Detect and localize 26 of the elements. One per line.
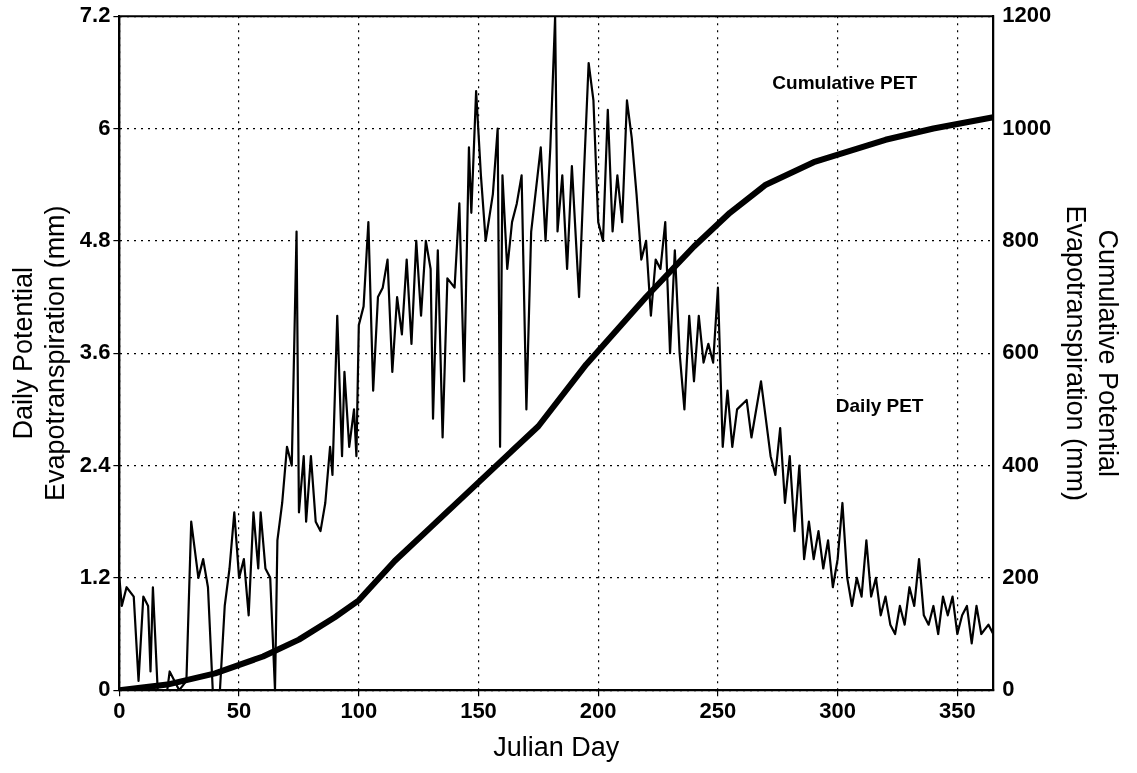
y2-tick-label: 600 <box>1002 339 1039 365</box>
y-tick-label: 2.4 <box>79 451 112 477</box>
y2-tick-label: 800 <box>1002 226 1039 252</box>
x-tick-label: 150 <box>460 698 497 724</box>
x-tick-label: 250 <box>699 698 737 724</box>
y2-tick-label: 1000 <box>1002 114 1052 140</box>
y2-axis-title: Cumulative Potential Evapotranspiration (mm) <box>1060 205 1124 501</box>
annotation: Cumulative PET <box>772 71 918 93</box>
y-axis-title: Daily Potential Evapotranspiration (mm) <box>7 205 71 501</box>
y-tick-label: 6 <box>98 114 111 140</box>
x-axis-title: Julian Day <box>493 732 620 763</box>
annotation: Daily PET <box>835 395 924 417</box>
x-tick-label: 200 <box>579 698 617 724</box>
y-tick-label: 3.6 <box>79 339 111 365</box>
x-tick-label: 100 <box>340 698 378 724</box>
y2-tick-label: 400 <box>1002 451 1039 477</box>
y-tick-label: 1.2 <box>79 563 111 589</box>
x-tick-label: 300 <box>819 698 856 724</box>
y-tick-label: 7.2 <box>79 2 111 28</box>
y-tick-label: 4.8 <box>79 226 111 252</box>
y-tick-label: 0 <box>98 676 111 702</box>
y2-tick-label: 1200 <box>1002 2 1052 28</box>
y2-tick-label: 0 <box>1002 676 1015 702</box>
x-tick-label: 350 <box>938 698 976 724</box>
x-tick-label: 50 <box>226 698 252 724</box>
y2-tick-label: 200 <box>1002 563 1039 589</box>
